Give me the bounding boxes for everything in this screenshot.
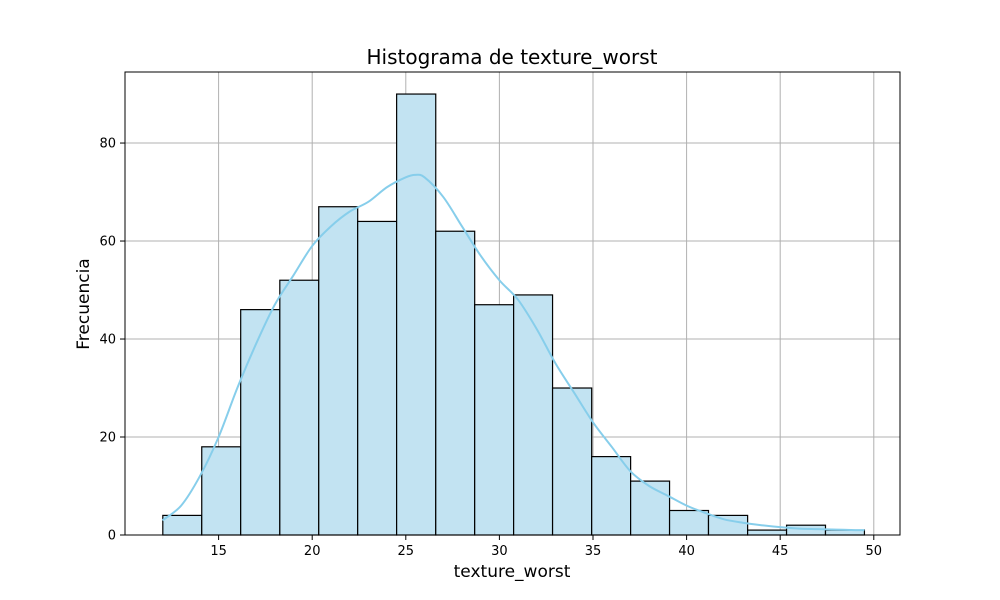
histogram-bar-6 <box>357 220 398 536</box>
chart-title: Histograma de texture_worst <box>366 45 657 69</box>
histogram-bars <box>162 93 866 536</box>
x-tick-label: 35 <box>585 544 602 559</box>
y-tick-label: 60 <box>99 235 116 250</box>
histogram-bar-4 <box>279 279 320 536</box>
y-tick-label: 40 <box>99 333 116 348</box>
histogram-bar-16 <box>747 529 788 536</box>
histogram-bar-10 <box>513 294 554 536</box>
x-tick-label: 25 <box>398 544 415 559</box>
y-tick-label: 0 <box>108 529 116 544</box>
x-tick-label: 15 <box>210 544 227 559</box>
y-tick-label: 20 <box>99 431 116 446</box>
histogram-bar-14 <box>668 509 710 536</box>
histogram-bar-5 <box>318 206 359 536</box>
y-tick-label: 80 <box>99 137 116 152</box>
histogram-bar-12 <box>591 456 632 536</box>
histogram-bar-1 <box>162 514 203 536</box>
histogram-bar-3 <box>240 309 281 536</box>
x-tick-label: 20 <box>304 544 321 559</box>
histogram-bar-8 <box>435 230 476 536</box>
plot-frame <box>124 71 901 536</box>
x-axis-label: texture_worst <box>454 562 571 582</box>
histogram-bar-15 <box>707 514 749 536</box>
histogram-bar-13 <box>630 480 671 536</box>
histogram-bar-7 <box>396 93 437 536</box>
kde-curve <box>161 173 865 532</box>
x-tick-label: 40 <box>678 544 695 559</box>
x-tick-label: 45 <box>772 544 789 559</box>
x-tick-label: 50 <box>866 544 883 559</box>
histogram-bar-9 <box>474 304 515 536</box>
x-axis-ticks: 15 20 25 30 35 40 45 50 <box>210 535 882 559</box>
y-axis-label: Frecuencia <box>74 258 94 349</box>
x-tick-label: 30 <box>491 544 508 559</box>
kde-curve-group <box>161 173 865 532</box>
y-axis-ticks: 0 20 40 60 80 <box>99 137 125 544</box>
